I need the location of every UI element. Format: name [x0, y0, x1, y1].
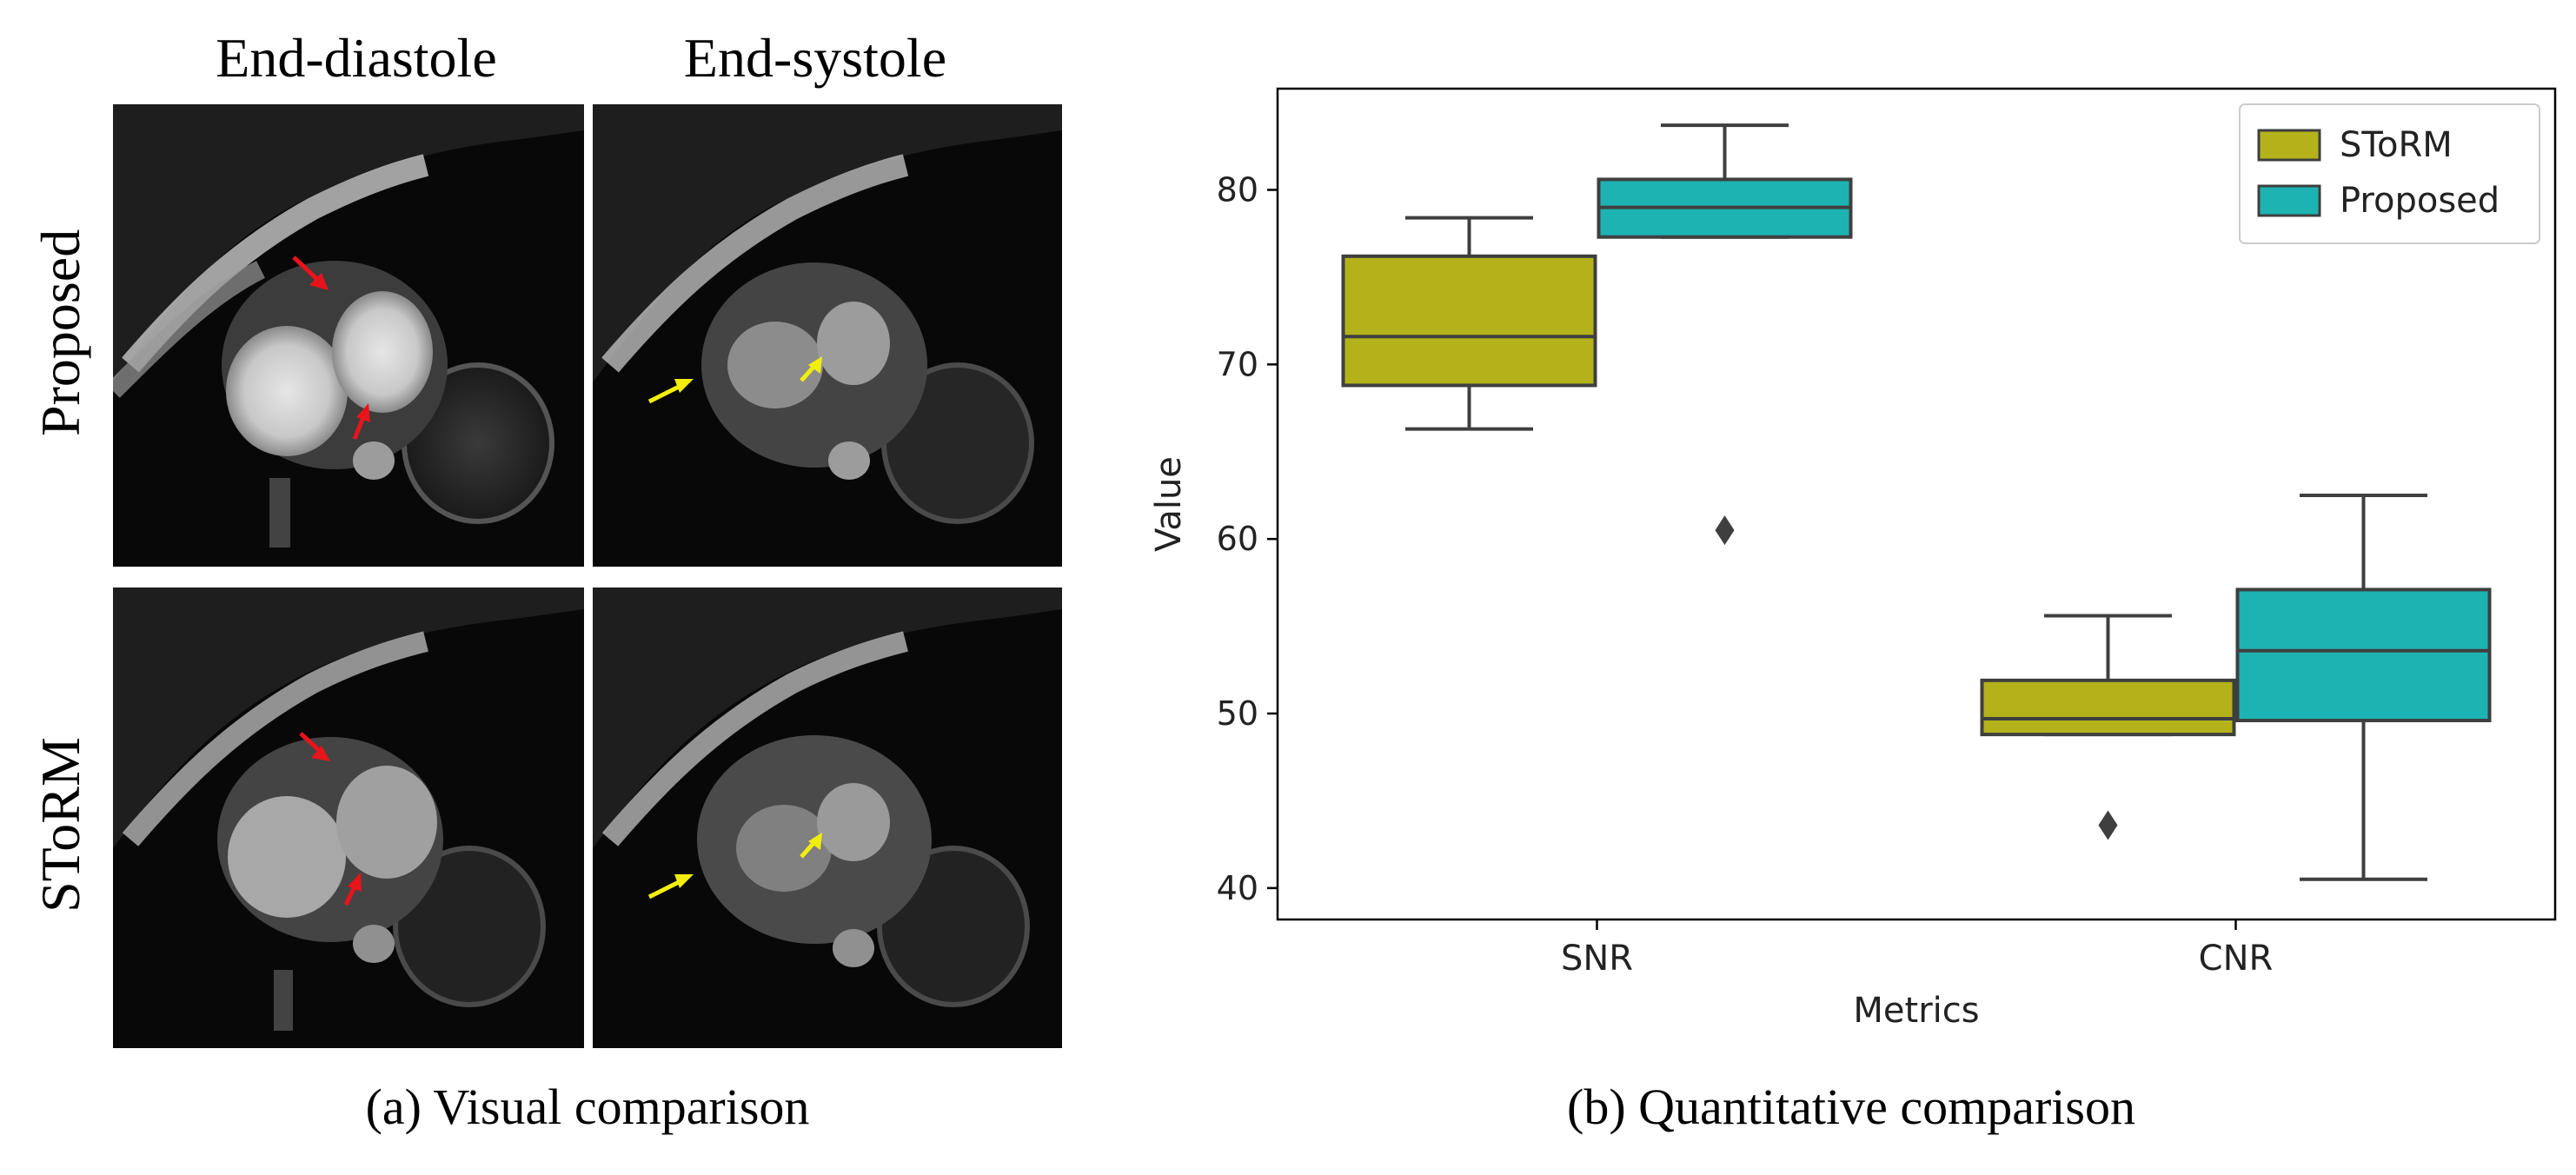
x-axis-label: Metrics [1853, 991, 1979, 1031]
legend-label: SToRM [2340, 125, 2453, 165]
outlier-marker [2098, 810, 2118, 840]
x-tick-label: SNR [1561, 939, 1633, 979]
y-tick-label: 60 [1217, 520, 1258, 558]
plot-frame [1276, 87, 2557, 921]
legend-swatch [2257, 184, 2321, 217]
mri-storm-end-diastole [113, 588, 584, 1048]
y-tick-label: 80 [1217, 170, 1258, 209]
box-plot-chart: 40 50 60 70 80 Value SNR CNR Metrics SToRM Propose… [1149, 87, 2557, 1031]
mri-storm-end-systole [593, 588, 1062, 1048]
box-storm-snr [1341, 254, 1597, 388]
caption-quantitative-comparison: (b) Quantitative comparison [1567, 1079, 2135, 1135]
box-storm-cnr [1980, 678, 2236, 737]
legend-label: Proposed [2340, 181, 2500, 221]
box-proposed-cnr [2235, 588, 2492, 723]
legend-swatch [2257, 129, 2321, 162]
y-axis-label: Value [1149, 456, 1189, 552]
x-tick-label: CNR [2199, 939, 2274, 979]
column-header-end-systole: End-systole [683, 27, 947, 89]
mri-proposed-end-diastole [113, 104, 584, 567]
y-tick-label: 50 [1217, 694, 1258, 733]
row-header-proposed: Proposed [30, 229, 91, 436]
caption-visual-comparison: (a) Visual comparison [365, 1079, 810, 1135]
y-tick-label: 40 [1217, 869, 1258, 907]
outlier-marker [1715, 515, 1735, 546]
mri-proposed-end-systole [593, 104, 1062, 567]
y-tick-label: 70 [1217, 345, 1258, 383]
column-header-end-diastole: End-diastole [216, 27, 497, 89]
row-header-storm: SToRM [30, 737, 91, 913]
